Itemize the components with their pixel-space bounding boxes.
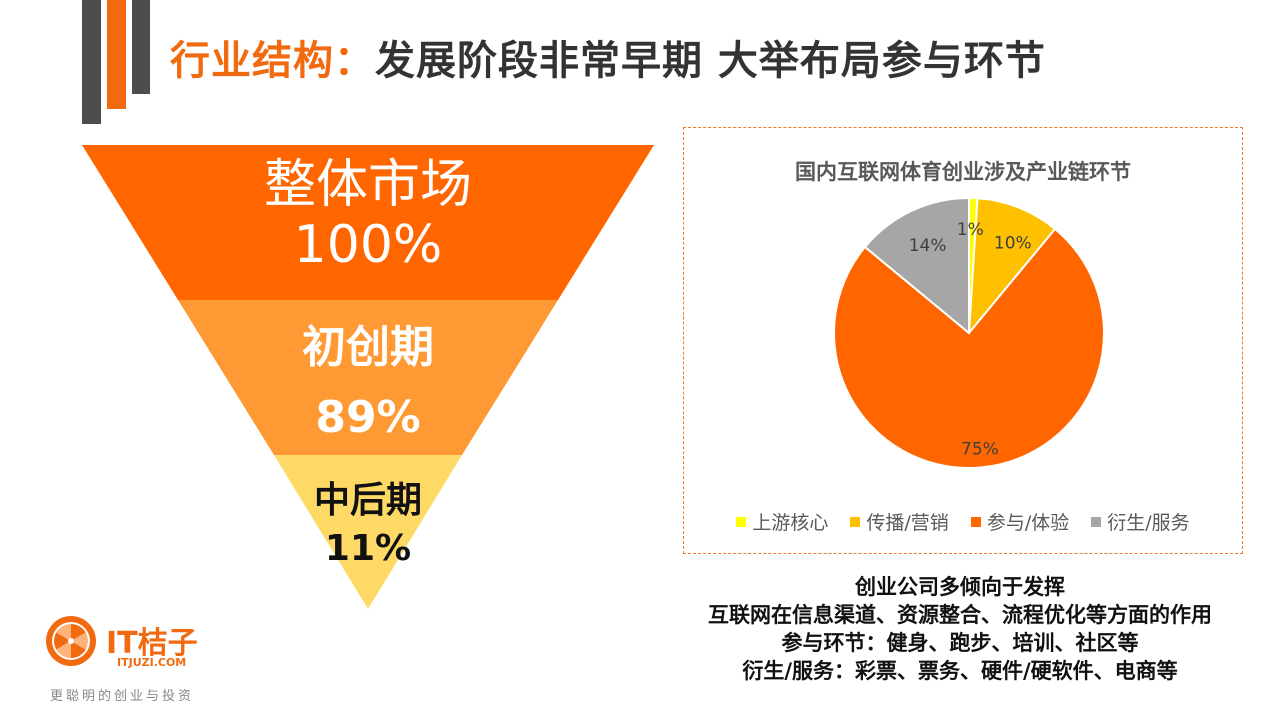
pie-slice [863, 196, 970, 336]
legend-swatch [850, 516, 861, 527]
funnel-label-overall: 整体市场 100% [168, 155, 568, 275]
chart-legend: 上游核心 传播/营销 参与/体验 衍生/服务 [684, 508, 1242, 535]
funnel-graphic [82, 145, 654, 609]
market-stage-funnel: 整体市场 100% 初创期 89% 中后期 11% [82, 145, 654, 609]
pie-slice [967, 197, 1057, 337]
pie-data-label: 14% [909, 236, 947, 256]
legend-label: 衍生/服务 [1107, 512, 1190, 534]
funnel-level-early [178, 300, 558, 455]
chart-title: 国内互联网体育创业涉及产业链环节 [795, 160, 1131, 184]
pie-chart: 1% 10% 75% 14% [833, 196, 1105, 469]
funnel-level-value: 11% [324, 528, 412, 569]
page-title-main: 发展阶段非常早期 大举布局参与环节 [375, 38, 1046, 84]
legend-item: 参与/体验 [970, 508, 1070, 535]
pie-data-label: 10% [994, 234, 1032, 254]
pie-data-label: 1% [957, 220, 984, 240]
funnel-level-value: 100% [293, 215, 443, 275]
funnel-level-name: 初创期 [302, 322, 434, 373]
decorative-bar-gray-left [82, 0, 101, 124]
legend-swatch [1091, 516, 1102, 527]
legend-label: 参与/体验 [986, 512, 1070, 534]
description-line: 参与环节：健身、跑步、培训、社区等 [781, 631, 1139, 655]
funnel-label-early: 初创期 89% [168, 313, 568, 453]
legend-item: 上游核心 [736, 508, 828, 535]
itjuzi-logo: IT桔子 ITJUZI.COM [44, 614, 198, 672]
page-title-accent: 行业结构： [170, 38, 375, 84]
funnel-level-overall [82, 145, 654, 300]
description-line: 创业公司多倾向于发挥 [855, 575, 1065, 599]
legend-item: 衍生/服务 [1091, 508, 1190, 535]
funnel-level-name: 中后期 [313, 480, 422, 521]
description-block: 创业公司多倾向于发挥 互联网在信息渠道、资源整合、流程优化等方面的作用 参与环节… [660, 573, 1260, 685]
legend-label: 上游核心 [752, 512, 829, 534]
legend-swatch [970, 516, 981, 527]
legend-item: 传播/营销 [850, 508, 949, 535]
description-line: 衍生/服务：彩票、票务、硬件/硬软件、电商等 [742, 659, 1178, 683]
logo-text: IT桔子 [106, 626, 198, 661]
orange-slice-icon [46, 616, 96, 666]
decorative-bar-gray-right [132, 0, 150, 94]
funnel-label-late: 中后期 11% [168, 477, 568, 573]
legend-label: 传播/营销 [866, 512, 949, 534]
brand-slogan: 更聪明的创业与投资 [50, 689, 195, 704]
logo-domain: ITJUZI.COM [117, 656, 187, 669]
pie-chart-panel: 国内互联网体育创业涉及产业链环节 1% 10% 75% 14% 上游核心 传播/营销 … [683, 127, 1243, 554]
page-title: 行业结构：发展阶段非常早期 大举布局参与环节 [170, 28, 1046, 86]
funnel-level-name: 整体市场 [263, 155, 472, 215]
pie-slice [833, 227, 1105, 469]
funnel-level-late [274, 455, 462, 609]
description-line: 互联网在信息渠道、资源整合、流程优化等方面的作用 [708, 603, 1212, 627]
legend-swatch [736, 516, 747, 527]
pie-data-label: 75% [961, 440, 999, 460]
decorative-bar-orange [107, 0, 126, 109]
funnel-level-value: 89% [315, 392, 421, 443]
